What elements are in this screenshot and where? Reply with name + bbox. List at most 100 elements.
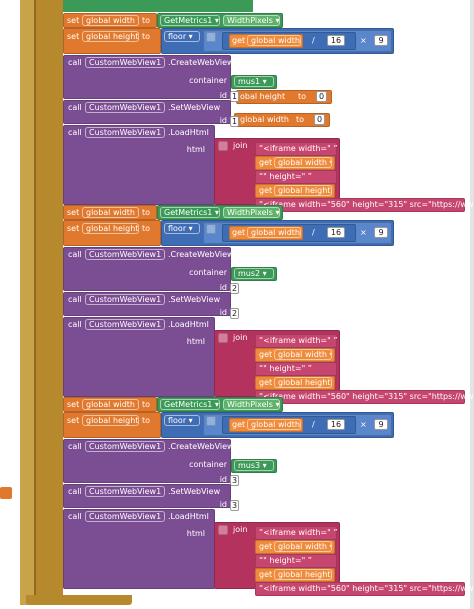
component-dropdown[interactable]: CustomWebView1	[85, 486, 165, 497]
text-string: " height="	[259, 362, 312, 375]
mutator-icon[interactable]	[206, 224, 216, 234]
variable-dropdown[interactable]: global width	[82, 15, 139, 26]
text-string: <iframe width="	[259, 334, 337, 347]
floor-dropdown[interactable]: floor	[164, 31, 200, 42]
component-dropdown[interactable]: GetMetrics1	[160, 399, 220, 410]
variable-dropdown[interactable]: global height	[82, 31, 139, 42]
set-label: set	[67, 224, 80, 233]
cut-off-block[interactable]	[63, 0, 253, 12]
to-label: to	[142, 208, 151, 217]
variable-dropdown[interactable]: global height	[274, 569, 332, 580]
number[interactable]: 9	[374, 35, 388, 46]
variable-dropdown[interactable]: global height	[274, 185, 332, 196]
to-label: to	[298, 92, 307, 101]
event-frame-outer	[20, 0, 34, 605]
get-label: get	[259, 158, 273, 167]
number[interactable]: 1	[230, 116, 239, 127]
method-name: .SetWebView	[168, 487, 221, 496]
get-label: get	[259, 570, 273, 579]
call-label: call	[68, 103, 82, 112]
text-string: <iframe width="	[259, 526, 337, 539]
call-label: call	[68, 128, 82, 137]
component-dropdown[interactable]: CustomWebView1	[85, 57, 165, 68]
component-dropdown[interactable]: mus3	[234, 460, 274, 471]
method-name: .SetWebView	[168, 103, 221, 112]
number[interactable]: 9	[374, 419, 388, 430]
component-dropdown[interactable]: CustomWebView1	[85, 249, 165, 260]
mutator-icon[interactable]	[218, 333, 228, 343]
mutator-icon[interactable]	[206, 416, 216, 426]
variable-dropdown[interactable]: global width	[82, 207, 139, 218]
variable-dropdown[interactable]: global width	[274, 541, 332, 552]
variable-dropdown[interactable]: global width	[247, 227, 301, 238]
event-frame-bottom	[26, 595, 132, 605]
get-label: get	[232, 420, 246, 429]
variable-dropdown[interactable]: global width	[247, 35, 301, 46]
component-dropdown[interactable]: CustomWebView1	[85, 319, 165, 330]
variable-dropdown[interactable]: global width	[82, 399, 139, 410]
get-label: get	[232, 228, 246, 237]
floor-dropdown[interactable]: floor	[164, 223, 200, 234]
mutator-icon[interactable]	[206, 32, 216, 42]
property-dropdown[interactable]: WidthPixels	[223, 399, 280, 410]
get-label: get	[259, 542, 273, 551]
number[interactable]: 2	[230, 308, 239, 319]
text-string: <iframe width="	[259, 142, 337, 155]
floor-dropdown[interactable]: floor	[164, 415, 200, 426]
component-dropdown[interactable]: CustomWebView1	[85, 102, 165, 113]
param-label: container	[189, 268, 227, 277]
variable-dropdown[interactable]: global height	[82, 415, 139, 426]
mutator-icon[interactable]	[218, 141, 228, 151]
set-label: set	[67, 416, 80, 425]
text-string: <iframe width="560" height="315" src="ht…	[259, 198, 474, 211]
to-label: to	[142, 16, 151, 25]
to-label: to	[142, 416, 151, 425]
component-dropdown[interactable]: GetMetrics1	[160, 207, 220, 218]
operator: ×	[360, 36, 367, 45]
number[interactable]: 16	[327, 227, 345, 238]
number[interactable]: 16	[327, 35, 345, 46]
number[interactable]: 2	[230, 283, 239, 294]
operator: /	[312, 228, 315, 237]
set-label: set	[67, 208, 80, 217]
number[interactable]: 3	[230, 475, 239, 486]
scrollbar[interactable]	[470, 0, 474, 609]
component-dropdown[interactable]: CustomWebView1	[85, 511, 165, 522]
variable-dropdown[interactable]: global height	[274, 377, 332, 388]
property-dropdown[interactable]: WidthPixels	[223, 15, 280, 26]
number[interactable]: 0	[314, 114, 325, 125]
method-name: .LoadHtml	[168, 512, 209, 521]
number[interactable]: 9	[374, 227, 388, 238]
call-block[interactable]	[63, 125, 215, 205]
mutator-icon[interactable]	[218, 525, 228, 535]
stray-text: global width	[240, 115, 289, 124]
component-dropdown[interactable]: GetMetrics1	[160, 15, 220, 26]
set-label: set	[67, 16, 80, 25]
variable-dropdown[interactable]: global width	[274, 157, 332, 168]
operator: ×	[360, 420, 367, 429]
component-dropdown[interactable]: mus2	[234, 268, 274, 279]
component-dropdown[interactable]: CustomWebView1	[85, 441, 165, 452]
to-label: to	[142, 32, 151, 41]
event-frame[interactable]	[34, 0, 63, 595]
number[interactable]: 3	[230, 500, 239, 511]
method-name: .LoadHtml	[168, 128, 209, 137]
call-block[interactable]	[63, 509, 215, 589]
number[interactable]: 16	[327, 419, 345, 430]
component-dropdown[interactable]: mus1	[234, 76, 274, 87]
text-string: " height="	[259, 554, 312, 567]
variable-dropdown[interactable]: global height	[82, 223, 139, 234]
component-dropdown[interactable]: CustomWebView1	[85, 294, 165, 305]
offscreen-block[interactable]	[0, 487, 12, 499]
variable-dropdown[interactable]: global width	[274, 349, 332, 360]
operator: /	[312, 36, 315, 45]
number[interactable]: 1	[230, 91, 239, 102]
join-label: join	[233, 141, 248, 150]
component-dropdown[interactable]: CustomWebView1	[85, 127, 165, 138]
set-label: set	[67, 400, 80, 409]
variable-dropdown[interactable]: global width	[247, 419, 301, 430]
number[interactable]: 0	[316, 91, 327, 102]
property-dropdown[interactable]: WidthPixels	[223, 207, 280, 218]
call-block[interactable]	[63, 317, 215, 397]
